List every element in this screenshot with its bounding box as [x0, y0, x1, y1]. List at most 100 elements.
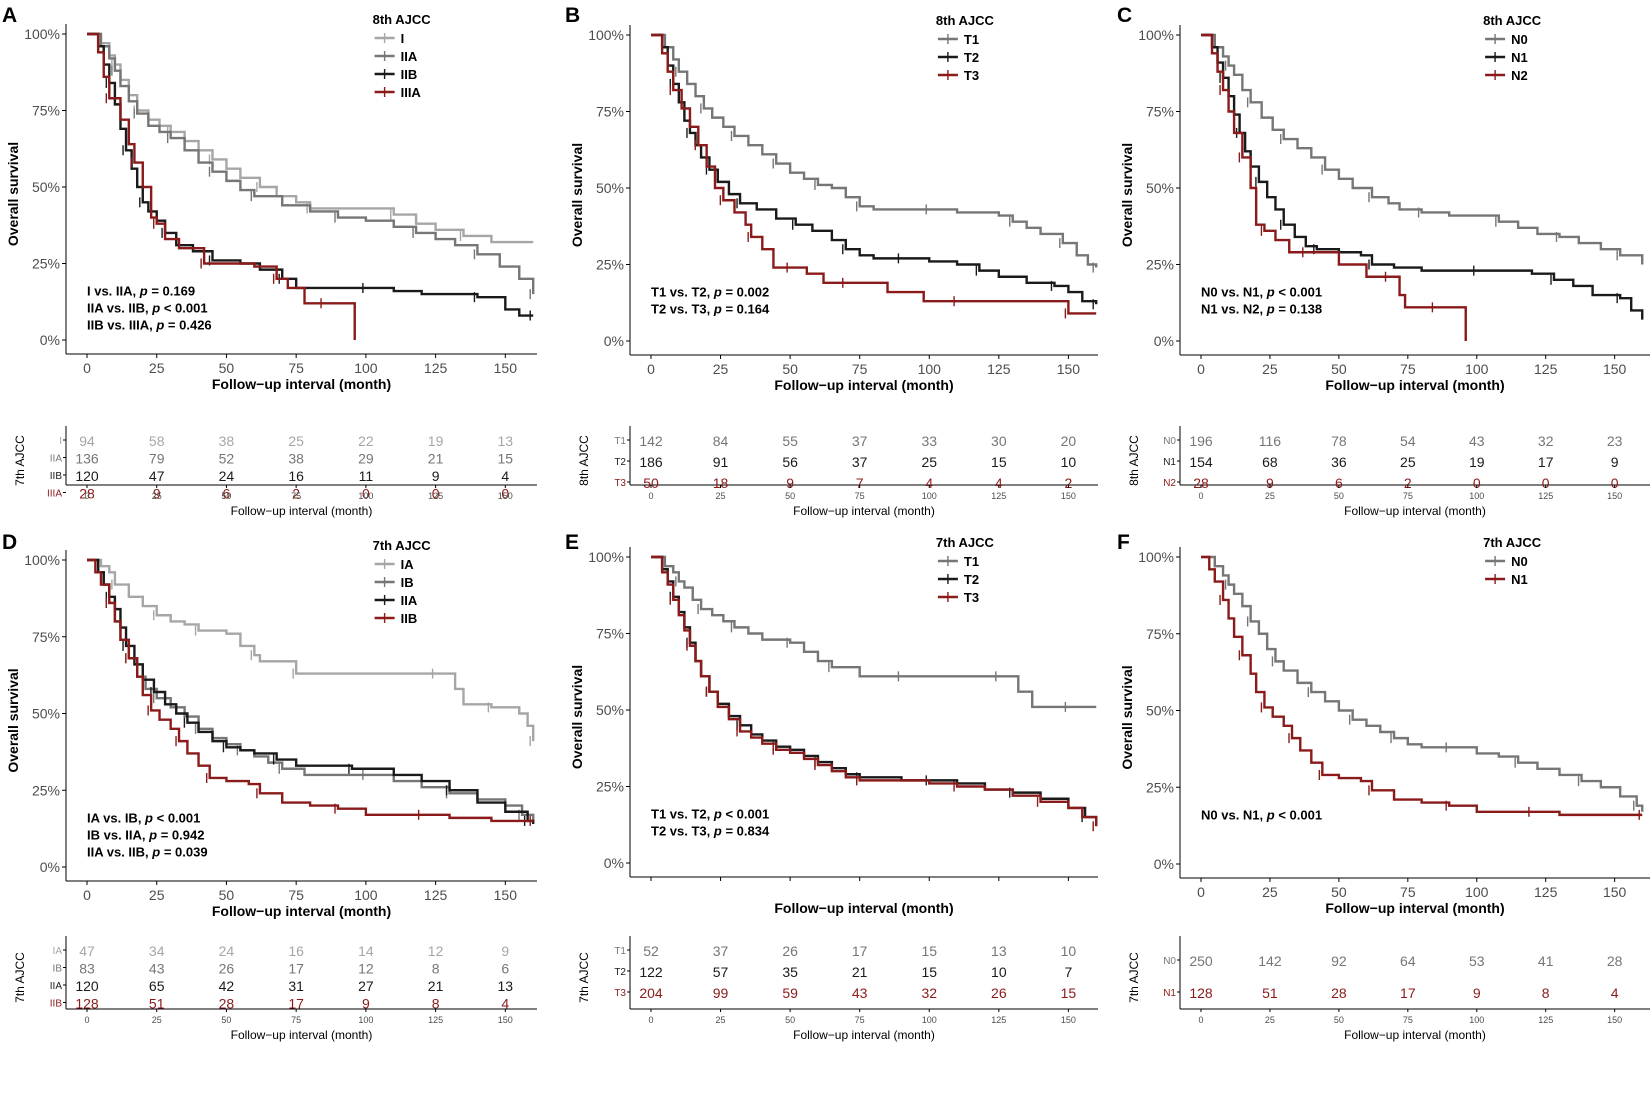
risk-x-tick-label: 0 — [1198, 491, 1203, 501]
risk-count: 99 — [713, 985, 729, 1001]
pvalue-comparison: IIB vs. IIIA, — [87, 318, 156, 333]
pvalue-comparison: IIA vs. IIB, — [87, 844, 152, 859]
risk-count: 0 — [1473, 475, 1481, 491]
risk-count: 13 — [498, 433, 514, 449]
risk-count: 196 — [1189, 433, 1213, 449]
risk-count: 68 — [1262, 454, 1278, 470]
risk-count: 24 — [219, 468, 235, 484]
x-tick-label: 100 — [354, 360, 378, 376]
risk-count: 35 — [782, 964, 798, 980]
pvalue-p: p — [139, 284, 148, 299]
pvalue-annotation: IB vs. IIA, p = 0.942 — [87, 827, 204, 842]
risk-count: 84 — [713, 433, 729, 449]
legend-label: T1 — [964, 554, 979, 569]
legend-item: IIB — [374, 611, 417, 626]
risk-x-tick-label: 100 — [358, 1015, 373, 1025]
risk-count: 116 — [1259, 433, 1282, 449]
pvalue-annotation: N0 vs. N1, p < 0.001 — [1201, 807, 1322, 822]
risk-count: 21 — [428, 451, 444, 467]
legend-item: IIIA — [374, 85, 421, 100]
y-tick-label: 0% — [1154, 856, 1174, 872]
y-tick-label: 50% — [32, 179, 60, 195]
panel-E: E 0% 25% 50% 75% 100% Follow−up interval (mont… — [565, 531, 1098, 1042]
risk-x-axis-label: Follow−up interval (month) — [231, 1028, 373, 1042]
legend-item: T3 — [937, 68, 979, 83]
legend-item: N2 — [1485, 68, 1528, 83]
risk-count: 25 — [921, 454, 937, 470]
pvalue-value: = 0.002 — [722, 285, 769, 300]
legend-item: T2 — [937, 572, 979, 587]
risk-count: 20 — [1061, 433, 1077, 449]
x-tick-label: 125 — [987, 361, 1011, 377]
x-tick-label: 50 — [1331, 361, 1347, 377]
risk-x-tick-label: 125 — [428, 491, 443, 501]
risk-row-label: IIA — [50, 454, 63, 465]
risk-count: 21 — [852, 964, 868, 980]
risk-x-tick-label: 50 — [785, 491, 795, 501]
legend-label: I — [401, 31, 405, 46]
risk-count: 154 — [1189, 454, 1213, 470]
x-tick-label: 0 — [83, 887, 91, 903]
risk-x-tick-label: 50 — [785, 1015, 795, 1025]
risk-count: 26 — [219, 961, 235, 977]
km-curve-T3 — [651, 33, 1097, 315]
x-tick-label: 150 — [1603, 361, 1627, 377]
risk-count: 9 — [501, 943, 509, 959]
legend-label: IIA — [401, 593, 418, 608]
km-curve-N1 — [1201, 33, 1644, 320]
x-axis-label: Follow−up interval (month) — [212, 376, 391, 392]
risk-count: 6 — [1335, 475, 1343, 491]
risk-count: 7 — [856, 475, 864, 491]
panel-letter: A — [2, 4, 17, 27]
risk-count: 43 — [852, 985, 868, 1001]
y-tick-label: 0% — [40, 332, 60, 348]
risk-x-tick-label: 25 — [1265, 491, 1275, 501]
risk-count: 9 — [1473, 985, 1481, 1001]
legend-title: 8th AJCC — [1483, 13, 1542, 28]
pvalue-annotation: IA vs. IB, p < 0.001 — [87, 810, 200, 825]
risk-count: 28 — [1331, 985, 1347, 1001]
legend-title: 7th AJCC — [1483, 535, 1542, 550]
risk-count: 7 — [1064, 964, 1072, 980]
pvalue-value: < 0.001 — [1275, 807, 1322, 822]
risk-x-tick-label: 100 — [358, 491, 373, 501]
risk-count: 42 — [219, 978, 235, 994]
panel-letter: B — [565, 4, 580, 27]
y-tick-label: 100% — [24, 552, 60, 568]
risk-table-title: 7th AJCC — [13, 435, 27, 486]
risk-count: 8 — [432, 996, 440, 1012]
risk-x-tick-label: 125 — [1538, 1015, 1553, 1025]
risk-count: 94 — [79, 433, 95, 449]
risk-count: 25 — [288, 433, 304, 449]
y-tick-label: 75% — [32, 103, 60, 119]
pvalue-value: = 0.039 — [160, 844, 207, 859]
legend-label: IA — [401, 557, 415, 572]
risk-count: 34 — [149, 943, 165, 959]
risk-count: 29 — [358, 451, 374, 467]
risk-row-label: T2 — [614, 967, 626, 978]
risk-count: 50 — [643, 475, 659, 491]
risk-x-tick-label: 25 — [716, 1015, 726, 1025]
x-tick-label: 25 — [1262, 361, 1278, 377]
y-tick-label: 0% — [40, 859, 60, 875]
km-curve-N2 — [1201, 33, 1467, 341]
y-axis-label: Overall survival — [569, 143, 585, 247]
legend-label: N1 — [1511, 50, 1528, 65]
risk-count: 59 — [782, 985, 798, 1001]
risk-row-label: IIA — [50, 981, 63, 992]
risk-x-axis-label: Follow−up interval (month) — [793, 1028, 935, 1042]
risk-x-tick-label: 125 — [428, 1015, 443, 1025]
risk-count: 28 — [79, 486, 95, 502]
risk-count: 10 — [991, 964, 1007, 980]
risk-row-label: IIB — [50, 999, 63, 1010]
legend-item: N0 — [1485, 32, 1528, 47]
risk-row-label: T1 — [614, 946, 626, 957]
risk-count: 92 — [1331, 953, 1347, 969]
risk-count: 47 — [79, 943, 95, 959]
y-tick-label: 75% — [596, 626, 624, 642]
risk-count: 64 — [1400, 953, 1416, 969]
panel-B: B0%25%50%75%100%0 25 50 75 100 125 150Follow−u… — [565, 4, 1098, 518]
x-tick-label: 100 — [354, 887, 378, 903]
legend-item: N1 — [1485, 572, 1528, 587]
km-curve-I — [87, 32, 534, 244]
